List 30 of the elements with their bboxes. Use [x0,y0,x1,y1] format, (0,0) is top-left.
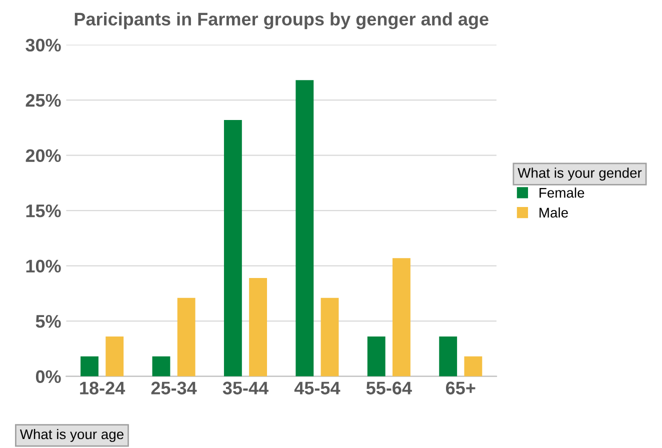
x-tick-label: 55-64 [366,382,412,394]
bar [464,356,482,376]
x-tick-label: 25-34 [151,382,197,394]
y-tick-label: 25% [26,94,61,107]
x-tick-label: 18-24 [80,382,126,394]
y-tick-label: 15% [26,204,61,218]
y-tick-label: 20% [26,149,61,162]
x-tick-label: 45-54 [294,382,340,394]
bar [249,278,268,376]
bar [367,336,386,376]
y-tick-label: 30% [26,38,61,52]
chart-title: Paricipants in Farmer groups by genger and age [74,12,488,30]
y-tick-label: 10% [26,260,61,273]
bar [106,336,124,376]
bar [80,356,98,376]
bar [439,336,458,376]
legend-title: What is your gender [518,168,642,181]
legend-label: Male [540,207,568,218]
x-tick-label: 65+ [446,382,476,394]
bar [224,120,242,376]
y-tick-label: 0% [36,370,61,384]
bar [296,80,314,376]
bar [177,298,196,376]
legend-label: Female [540,188,584,198]
x-tick-label: 35-44 [222,382,268,394]
bar [320,298,339,376]
bar [152,356,170,376]
bar [392,258,410,376]
x-axis-title: What is your age [20,428,124,442]
y-tick-label: 5% [36,315,61,328]
